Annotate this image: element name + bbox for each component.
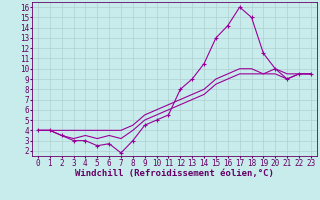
X-axis label: Windchill (Refroidissement éolien,°C): Windchill (Refroidissement éolien,°C): [75, 169, 274, 178]
